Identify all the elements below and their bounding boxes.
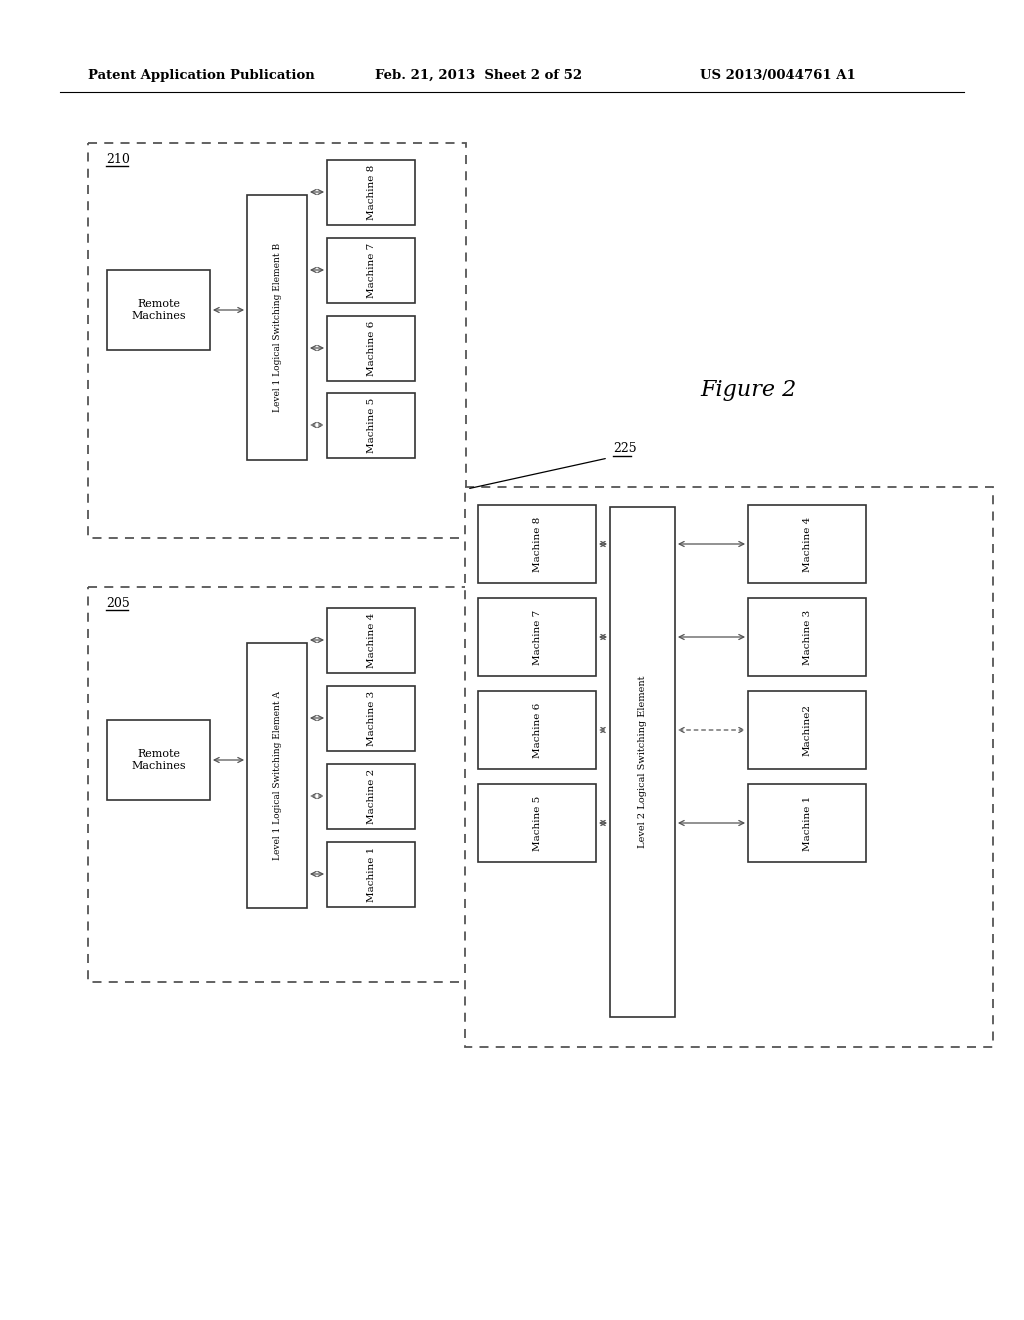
Text: Level 1 Logical Switching Element B: Level 1 Logical Switching Element B <box>272 243 282 412</box>
Bar <box>748 690 866 770</box>
Text: Machine 7: Machine 7 <box>367 243 376 298</box>
Bar <box>478 598 596 676</box>
Bar <box>478 784 596 862</box>
Text: Machine 1: Machine 1 <box>367 847 376 902</box>
Text: Figure 2: Figure 2 <box>700 379 797 401</box>
Bar <box>327 686 415 751</box>
Text: 210: 210 <box>106 153 130 166</box>
Bar <box>327 315 415 381</box>
Bar <box>478 690 596 770</box>
Text: Machine 4: Machine 4 <box>367 612 376 668</box>
Bar <box>327 609 415 673</box>
Bar <box>106 719 210 800</box>
Text: Remote
Machines: Remote Machines <box>131 750 185 771</box>
Text: Machine 6: Machine 6 <box>532 702 542 758</box>
Bar <box>327 393 415 458</box>
Bar <box>106 271 210 350</box>
Bar <box>465 487 993 1047</box>
Bar <box>88 587 466 982</box>
Bar <box>247 643 307 908</box>
Text: Machine 2: Machine 2 <box>367 768 376 824</box>
Text: Machine 3: Machine 3 <box>803 610 811 665</box>
Text: Machine 3: Machine 3 <box>367 690 376 746</box>
Text: US 2013/0044761 A1: US 2013/0044761 A1 <box>700 69 856 82</box>
Bar <box>748 598 866 676</box>
Text: Patent Application Publication: Patent Application Publication <box>88 69 314 82</box>
Text: Machine 5: Machine 5 <box>367 397 376 453</box>
Bar <box>327 160 415 224</box>
Text: Machine 8: Machine 8 <box>532 516 542 572</box>
Text: Machine 4: Machine 4 <box>803 516 811 572</box>
Bar <box>327 238 415 304</box>
Bar <box>478 506 596 583</box>
Text: Machine 7: Machine 7 <box>532 610 542 665</box>
Bar <box>327 764 415 829</box>
Bar <box>610 507 675 1016</box>
Text: Remote
Machines: Remote Machines <box>131 300 185 321</box>
Text: Feb. 21, 2013  Sheet 2 of 52: Feb. 21, 2013 Sheet 2 of 52 <box>375 69 582 82</box>
Text: Machine 6: Machine 6 <box>367 321 376 376</box>
Text: Machine 8: Machine 8 <box>367 165 376 220</box>
Bar <box>327 842 415 907</box>
Text: Level 2 Logical Switching Element: Level 2 Logical Switching Element <box>638 676 647 849</box>
Text: 225: 225 <box>613 442 637 455</box>
Text: Level 1 Logical Switching Element A: Level 1 Logical Switching Element A <box>272 690 282 861</box>
Bar <box>748 506 866 583</box>
Bar <box>88 143 466 539</box>
Text: Machine 1: Machine 1 <box>803 796 811 850</box>
Text: 205: 205 <box>106 597 130 610</box>
Bar <box>247 195 307 459</box>
Text: Machine2: Machine2 <box>803 704 811 756</box>
Bar <box>748 784 866 862</box>
Text: Machine 5: Machine 5 <box>532 796 542 850</box>
